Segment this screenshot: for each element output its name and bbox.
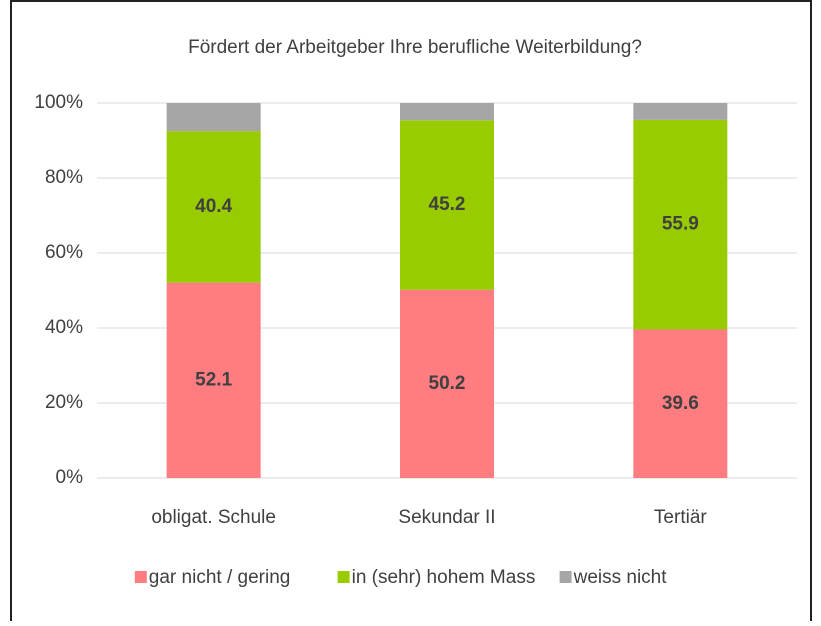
data-label: 45.2 (429, 194, 466, 215)
y-tick-label: 80% (45, 167, 83, 188)
y-tick-label: 20% (45, 392, 83, 413)
x-tick-label: Tertiär (654, 507, 707, 528)
legend-label: gar nicht / gering (149, 567, 291, 588)
x-tick-label: Sekundar II (398, 507, 495, 528)
data-label: 52.1 (195, 369, 232, 390)
bar-segment (400, 120, 494, 290)
bar-segment (400, 103, 494, 121)
bar-segment (633, 103, 728, 120)
bar-segment (633, 119, 728, 330)
data-label: 40.4 (195, 196, 232, 217)
data-label: 55.9 (662, 214, 699, 235)
legend-swatch (337, 571, 350, 583)
bar-segment (166, 282, 261, 478)
data-label: 39.6 (662, 393, 699, 414)
data-label: 50.2 (429, 373, 466, 394)
bar-segment (166, 131, 261, 283)
legend-swatch (559, 571, 572, 583)
bar-segment (400, 289, 494, 478)
y-tick-label: 60% (45, 242, 83, 263)
y-tick-label: 40% (45, 317, 83, 338)
y-tick-label: 100% (34, 92, 83, 113)
bar-segment (166, 103, 261, 132)
legend-swatch (134, 571, 147, 583)
y-tick-label: 0% (56, 467, 84, 488)
legend-label: weiss nicht (573, 567, 668, 588)
x-tick-label: obligat. Schule (151, 507, 276, 528)
legend-label: in (sehr) hohem Mass (352, 567, 536, 588)
bar-segment (633, 329, 728, 478)
chart-title: Fördert der Arbeitgeber Ihre berufliche … (188, 37, 642, 58)
